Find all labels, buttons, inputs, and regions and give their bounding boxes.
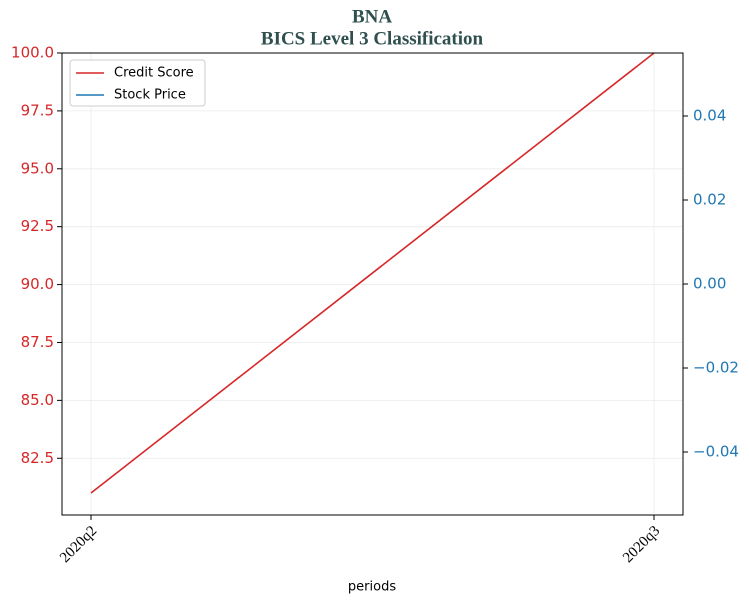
y-tick-label: 82.5 [21, 449, 54, 467]
y-tick-label: 90.0 [21, 275, 54, 293]
y2-tick-label: 0.00 [693, 275, 726, 293]
y2-tick-label: −0.04 [693, 443, 739, 461]
y-tick-label: 97.5 [21, 101, 54, 119]
legend-label: Credit Score [114, 66, 194, 81]
chart-title: BNA [352, 6, 392, 27]
y2-tick-label: −0.02 [693, 359, 739, 377]
y-tick-label: 92.5 [21, 217, 54, 235]
line-series [90, 52, 655, 494]
x-axis-label: periods [348, 580, 396, 595]
legend-label: Stock Price [114, 88, 186, 103]
y-tick-label: 87.5 [21, 333, 54, 351]
y-tick-label: 95.0 [21, 159, 54, 177]
y-tick-label: 85.0 [21, 391, 54, 409]
plot-frame [61, 52, 684, 516]
chart-subtitle: BICS Level 3 Classification [261, 28, 484, 49]
y2-tick-label: 0.02 [693, 191, 726, 209]
y-tick-label: 100.0 [11, 44, 54, 62]
y2-tick-label: 0.04 [693, 107, 726, 125]
